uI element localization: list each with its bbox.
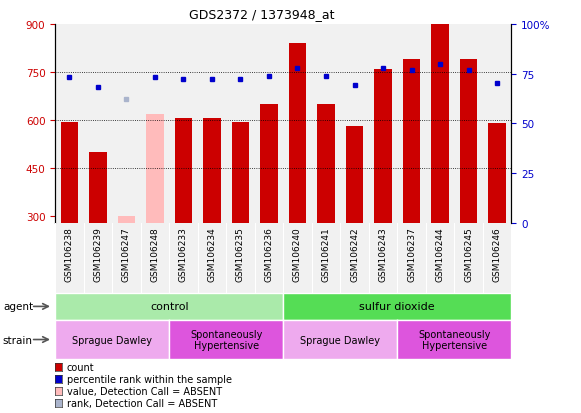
Text: GSM106238: GSM106238 bbox=[65, 226, 74, 281]
Bar bbox=[112, 223, 141, 293]
Bar bbox=[169, 223, 198, 293]
Bar bbox=[89, 153, 106, 223]
Bar bbox=[397, 25, 426, 223]
Text: GSM106240: GSM106240 bbox=[293, 226, 302, 281]
Bar bbox=[232, 122, 249, 223]
Text: GSM106246: GSM106246 bbox=[493, 226, 501, 281]
Bar bbox=[61, 122, 78, 223]
Text: GSM106237: GSM106237 bbox=[407, 226, 416, 281]
Bar bbox=[426, 25, 454, 223]
Bar bbox=[84, 223, 112, 293]
Text: GSM106244: GSM106244 bbox=[436, 226, 444, 281]
Text: agent: agent bbox=[3, 301, 33, 312]
Text: GSM106233: GSM106233 bbox=[179, 226, 188, 281]
Bar bbox=[312, 223, 340, 293]
Text: Sprague Dawley: Sprague Dawley bbox=[72, 335, 152, 345]
Text: value, Detection Call = ABSENT: value, Detection Call = ABSENT bbox=[67, 386, 222, 396]
Bar bbox=[483, 223, 511, 293]
Text: control: control bbox=[150, 301, 188, 312]
Bar bbox=[55, 223, 84, 293]
Text: Spontaneously
Hypertensive: Spontaneously Hypertensive bbox=[190, 329, 263, 351]
Bar bbox=[84, 25, 112, 223]
Bar bbox=[403, 60, 420, 223]
Bar bbox=[284, 25, 312, 223]
Text: GSM106234: GSM106234 bbox=[207, 226, 217, 281]
Bar bbox=[254, 223, 284, 293]
Bar bbox=[198, 25, 226, 223]
Text: GSM106248: GSM106248 bbox=[150, 226, 159, 281]
Bar bbox=[369, 25, 397, 223]
Text: GSM106239: GSM106239 bbox=[94, 226, 102, 281]
Bar bbox=[226, 25, 254, 223]
Bar bbox=[141, 25, 169, 223]
Bar bbox=[289, 44, 306, 223]
Bar bbox=[112, 25, 141, 223]
Text: Sprague Dawley: Sprague Dawley bbox=[300, 335, 380, 345]
Text: GSM106243: GSM106243 bbox=[378, 226, 388, 281]
Bar bbox=[254, 25, 284, 223]
Text: percentile rank within the sample: percentile rank within the sample bbox=[67, 374, 232, 384]
Bar bbox=[340, 25, 369, 223]
Bar bbox=[226, 223, 254, 293]
Text: GSM106247: GSM106247 bbox=[122, 226, 131, 281]
Bar bbox=[460, 60, 477, 223]
Bar bbox=[426, 223, 454, 293]
Bar bbox=[317, 105, 335, 223]
Bar bbox=[203, 119, 221, 223]
Text: sulfur dioxide: sulfur dioxide bbox=[360, 301, 435, 312]
Bar bbox=[141, 223, 169, 293]
Text: GSM106245: GSM106245 bbox=[464, 226, 473, 281]
Bar bbox=[489, 124, 505, 223]
Bar bbox=[397, 223, 426, 293]
Bar bbox=[346, 127, 363, 223]
Bar bbox=[375, 69, 392, 223]
Text: strain: strain bbox=[3, 335, 33, 345]
Bar bbox=[432, 25, 449, 223]
Bar bbox=[169, 25, 198, 223]
Text: count: count bbox=[67, 362, 95, 372]
Bar bbox=[340, 223, 369, 293]
Text: Spontaneously
Hypertensive: Spontaneously Hypertensive bbox=[418, 329, 490, 351]
Text: rank, Detection Call = ABSENT: rank, Detection Call = ABSENT bbox=[67, 398, 217, 408]
Bar bbox=[260, 105, 278, 223]
Bar bbox=[369, 223, 397, 293]
Bar bbox=[454, 25, 483, 223]
Bar bbox=[454, 223, 483, 293]
Bar bbox=[198, 223, 226, 293]
Text: GSM106235: GSM106235 bbox=[236, 226, 245, 281]
Bar bbox=[284, 223, 312, 293]
Text: GSM106236: GSM106236 bbox=[264, 226, 274, 281]
Text: GDS2372 / 1373948_at: GDS2372 / 1373948_at bbox=[189, 8, 334, 21]
Bar bbox=[55, 25, 84, 223]
Bar bbox=[118, 217, 135, 223]
Bar bbox=[146, 114, 163, 223]
Text: GSM106242: GSM106242 bbox=[350, 226, 359, 281]
Text: GSM106241: GSM106241 bbox=[321, 226, 331, 281]
Bar bbox=[483, 25, 511, 223]
Bar bbox=[175, 119, 192, 223]
Bar bbox=[312, 25, 340, 223]
